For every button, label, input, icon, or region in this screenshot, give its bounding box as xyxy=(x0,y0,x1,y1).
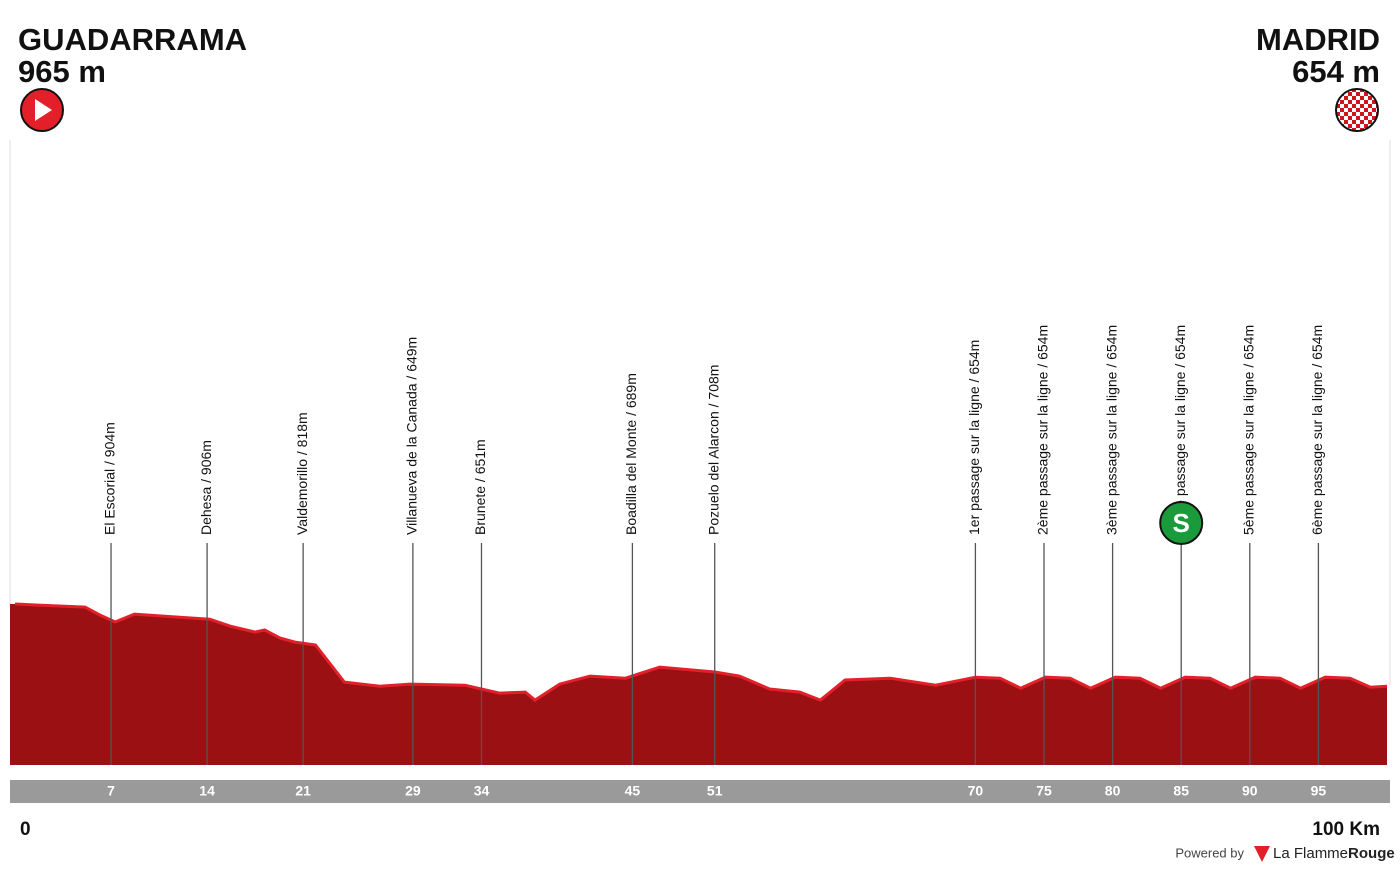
profile-edge xyxy=(14,602,1388,702)
km-label: 70 xyxy=(968,783,984,799)
brand-logo xyxy=(1254,846,1270,862)
waypoint-label: 3ème passage sur la ligne / 654m xyxy=(1103,325,1119,535)
waypoint-label: Brunete / 651m xyxy=(472,439,488,535)
finish-icon xyxy=(1335,88,1379,132)
km-label: 51 xyxy=(707,783,723,799)
km-label: 85 xyxy=(1173,783,1189,799)
km-label: 14 xyxy=(199,783,215,799)
start-name: GUADARRAMA xyxy=(18,22,247,57)
waypoint-label: 4ème passage sur la ligne / 654m xyxy=(1172,325,1188,535)
waypoint-label: 1er passage sur la ligne / 654m xyxy=(966,340,982,535)
waypoint-label: 5ème passage sur la ligne / 654m xyxy=(1241,325,1257,535)
powered-by: Powered by xyxy=(1175,845,1244,860)
waypoint-label: Villanueva de la Canada / 649m xyxy=(404,337,420,535)
finish-altitude: 654 m xyxy=(1292,54,1380,89)
waypoint-label: 2ème passage sur la ligne / 654m xyxy=(1035,325,1051,535)
start-altitude: 965 m xyxy=(18,54,106,89)
waypoint-label: Dehesa / 906m xyxy=(198,440,214,535)
km-label: 80 xyxy=(1105,783,1121,799)
brand-light: La Flamme xyxy=(1273,845,1348,862)
km-label: 7 xyxy=(107,783,115,799)
waypoint-label: 6ème passage sur la ligne / 654m xyxy=(1309,325,1325,535)
km-label: 29 xyxy=(405,783,421,799)
km-label: 90 xyxy=(1242,783,1258,799)
km-label: 21 xyxy=(295,783,311,799)
waypoint-label: Valdemorillo / 818m xyxy=(294,412,310,535)
waypoint-label: Pozuelo del Alarcon / 708m xyxy=(705,365,721,535)
finish-name: MADRID xyxy=(1256,22,1380,57)
start-icon xyxy=(20,88,64,132)
waypoint-label: Boadilla del Monte / 689m xyxy=(623,373,639,535)
km-label: 75 xyxy=(1036,783,1052,799)
km-bar xyxy=(10,780,1390,803)
brand: La FlammeRouge xyxy=(1273,845,1395,862)
km-label: 95 xyxy=(1311,783,1327,799)
waypoint-label: El Escorial / 904m xyxy=(102,422,118,535)
km-label: 45 xyxy=(625,783,641,799)
sprint-icon xyxy=(1159,501,1204,545)
profile-area xyxy=(10,604,1387,765)
sprint-label: S xyxy=(1173,508,1190,538)
km-label: 34 xyxy=(474,783,490,799)
distance-start: 0 xyxy=(20,819,31,840)
brand-bold: Rouge xyxy=(1348,845,1395,862)
distance-end: 100 Km xyxy=(1312,819,1380,840)
